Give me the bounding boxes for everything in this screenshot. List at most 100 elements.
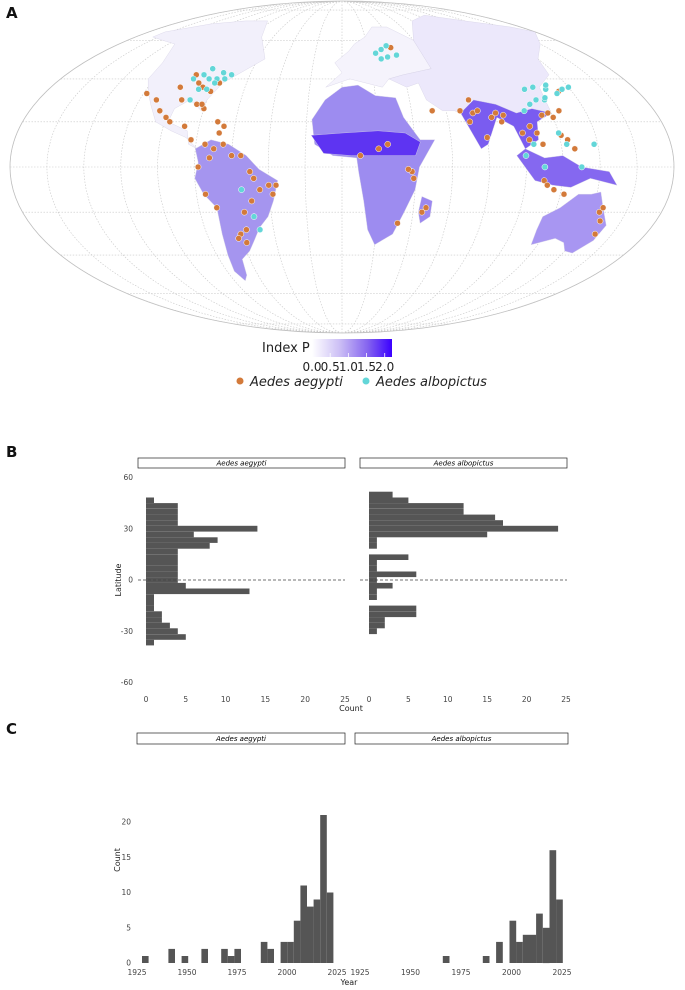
x-tick-label: 1925 <box>127 968 146 977</box>
y-tick-label: 0 <box>126 959 131 968</box>
point-aedes-albopictus <box>200 71 208 79</box>
latitude-bar <box>146 542 210 549</box>
latitude-bar <box>146 571 178 578</box>
y-axis-title: Count <box>113 848 122 872</box>
latitude-bar <box>369 525 559 532</box>
y-tick-label: 15 <box>121 853 131 862</box>
point-aedes-albopictus <box>372 49 379 57</box>
point-aedes-albopictus <box>542 81 549 89</box>
year-bar <box>556 899 563 963</box>
graticule-meridian <box>83 1 343 333</box>
latitude-bar <box>369 582 393 589</box>
latitude-bar <box>369 520 503 526</box>
point-aedes-aegypti <box>499 111 507 119</box>
latitude-bar <box>369 560 377 566</box>
latitude-bar <box>146 594 154 600</box>
legend-albopictus-swatch <box>362 377 370 385</box>
x-tick-label: 15 <box>482 695 492 704</box>
latitude-bar <box>146 577 178 583</box>
x-tick-label: 1950 <box>401 968 420 977</box>
year-bar <box>280 941 288 963</box>
year-bar <box>267 948 274 963</box>
point-aedes-albopictus <box>382 42 390 50</box>
year-bar <box>168 948 175 963</box>
latitude-bar <box>146 611 162 618</box>
point-aedes-aegypti <box>474 107 481 115</box>
latitude-bar <box>369 571 417 578</box>
latitude-bar <box>146 617 162 623</box>
x-tick-label: 2000 <box>277 968 296 977</box>
point-aedes-albopictus <box>532 96 540 104</box>
point-aedes-aegypti <box>202 190 209 198</box>
year-bar <box>307 906 314 963</box>
point-aedes-aegypti <box>422 204 430 211</box>
world-map: Index P 0.0 0.5 1.0 1.5 2.0 Aedes aegypti Ae… <box>9 0 675 390</box>
point-aedes-albopictus <box>563 141 570 148</box>
year-bar <box>496 941 503 963</box>
year-bar <box>227 956 235 963</box>
x-tick-label: 15 <box>261 695 271 704</box>
point-aedes-aegypti <box>596 217 604 225</box>
point-aedes-aegypti <box>243 226 250 233</box>
point-aedes-aegypti <box>571 145 579 153</box>
point-aedes-aegypti <box>428 107 436 115</box>
x-tick-label: 1975 <box>451 968 470 977</box>
year-bar <box>549 850 557 963</box>
year-bar <box>536 913 543 963</box>
x-axis-title: Year <box>340 978 359 987</box>
graticule-meridian <box>304 1 343 333</box>
latitude-bar <box>369 622 385 629</box>
x-tick-label: 20 <box>300 695 310 704</box>
x-tick-label: 2025 <box>327 968 346 977</box>
point-aedes-aegypti <box>243 239 251 246</box>
latitude-bar <box>369 617 385 623</box>
point-aedes-aegypti <box>465 96 472 104</box>
point-aedes-aegypti <box>591 230 599 238</box>
point-aedes-aegypti <box>555 107 563 115</box>
point-aedes-albopictus <box>526 101 534 108</box>
graticule-meridian <box>341 1 601 333</box>
point-aedes-albopictus <box>221 75 229 83</box>
x-tick-label: 10 <box>443 695 453 704</box>
facet-strip-label: Aedes albopictus <box>433 460 494 468</box>
point-aedes-albopictus <box>558 86 566 93</box>
point-aedes-aegypti <box>256 186 264 193</box>
point-aedes-albopictus <box>203 86 210 93</box>
x-tick-label: 0 <box>144 695 149 704</box>
x-tick-label: 5 <box>183 695 188 704</box>
latitude-bar <box>369 497 409 504</box>
point-aedes-aegypti <box>272 181 280 189</box>
latitude-bar <box>146 554 178 560</box>
point-aedes-albopictus <box>522 152 530 159</box>
graticule-meridian <box>120 1 343 333</box>
panel-letter-c: C <box>6 720 18 738</box>
year-bar <box>482 956 490 963</box>
point-aedes-albopictus <box>256 226 264 233</box>
point-aedes-aegypti <box>198 101 206 108</box>
point-aedes-aegypti <box>219 141 227 148</box>
point-aedes-aegypti <box>498 118 505 126</box>
point-aedes-aegypti <box>213 204 221 211</box>
point-aedes-albopictus <box>520 107 528 115</box>
land-africa <box>311 84 436 245</box>
point-aedes-aegypti <box>384 141 391 148</box>
point-aedes-albopictus <box>541 94 549 102</box>
y-tick-label: 5 <box>126 923 131 932</box>
latitude-bar <box>369 594 377 600</box>
x-tick-label: 1925 <box>350 968 369 977</box>
year-bar <box>516 941 523 963</box>
latitude-bar <box>146 565 178 572</box>
point-aedes-aegypti <box>538 111 546 119</box>
year-bar <box>201 948 208 963</box>
latitude-bar <box>146 622 170 629</box>
point-aedes-aegypti <box>206 154 213 162</box>
latitude-bar <box>146 531 194 538</box>
x-tick-label: 1950 <box>177 968 196 977</box>
panel-letter-a: A <box>6 4 18 22</box>
point-aedes-aegypti <box>177 83 184 91</box>
land-south-america <box>194 139 278 282</box>
point-aedes-albopictus <box>220 69 227 76</box>
latitude-bar <box>146 520 178 526</box>
point-aedes-albopictus <box>553 90 561 97</box>
point-aedes-albopictus <box>384 53 391 61</box>
